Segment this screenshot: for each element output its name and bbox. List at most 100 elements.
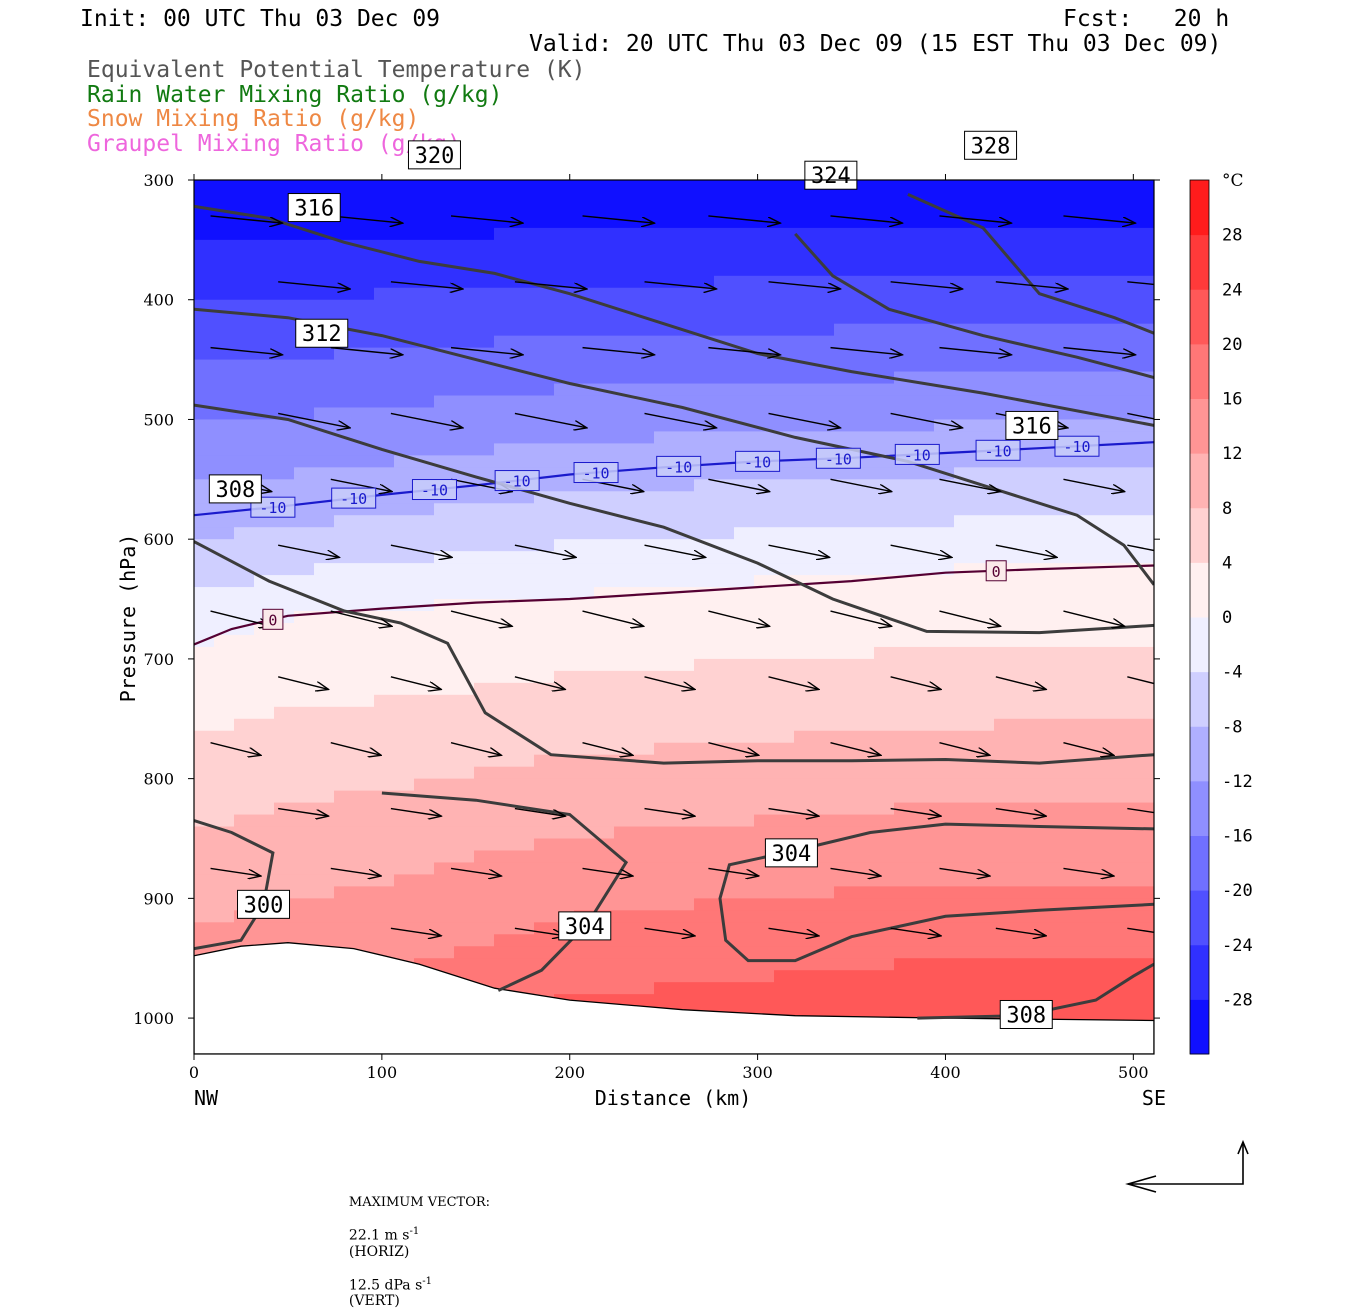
temperature-cell — [834, 670, 855, 684]
temperature-cell — [874, 766, 895, 780]
temperature-cell — [914, 850, 935, 864]
temperature-cell — [814, 383, 835, 397]
temperature-cell — [914, 479, 935, 492]
temperature-cell — [274, 287, 295, 301]
temperature-cell — [374, 587, 395, 600]
temperature-cell — [754, 922, 775, 935]
temperature-cell — [1014, 646, 1035, 660]
temperature-cell — [934, 694, 955, 708]
temperature-cell — [814, 718, 835, 732]
temperature-cell — [554, 180, 575, 193]
wind-vector — [582, 215, 655, 223]
temperature-cell — [1114, 335, 1135, 349]
temperature-cell — [634, 299, 655, 313]
temperature-cell — [914, 946, 935, 959]
temperature-cell — [934, 191, 955, 205]
temperature-cell — [274, 874, 295, 887]
temperature-cell — [394, 898, 415, 911]
wind-vector — [278, 281, 350, 289]
temperature-cell — [1034, 335, 1055, 349]
temperature-cell — [454, 587, 475, 600]
temperature-cell — [614, 455, 635, 468]
wind-vector — [514, 412, 587, 427]
temperature-cell — [634, 886, 655, 899]
temperature-cell — [774, 479, 795, 492]
temperature-cell — [254, 287, 275, 301]
temperature-cell — [1074, 203, 1095, 217]
temperature-cell — [514, 814, 535, 828]
isotherm-label: -10 — [411, 479, 457, 501]
colorbar-tick-label: -20 — [1222, 881, 1253, 901]
temperature-cell — [1014, 371, 1035, 385]
temperature-cell — [194, 670, 215, 684]
temperature-cell — [794, 826, 815, 840]
temperature-cell — [574, 587, 595, 600]
temperature-cell — [874, 443, 895, 456]
temperature-cell — [814, 323, 835, 337]
temperature-cell — [254, 455, 275, 468]
temperature-cell — [314, 371, 335, 385]
temperature-cell — [1054, 850, 1075, 864]
temperature-cell — [1114, 563, 1135, 576]
temperature-cell — [974, 587, 995, 600]
temperature-cell — [454, 910, 475, 923]
temperature-cell — [974, 407, 995, 421]
temperature-cell — [714, 455, 735, 468]
temperature-cell — [994, 874, 1015, 887]
wind-vector — [1127, 927, 1154, 933]
temperature-cell — [574, 718, 595, 732]
temperature-cell — [994, 239, 1015, 253]
temperature-cell — [854, 634, 875, 648]
temperature-cell — [494, 850, 515, 864]
temperature-cell — [954, 958, 975, 971]
temperature-cell — [854, 395, 875, 409]
temperature-cell — [974, 634, 995, 648]
temperature-cell — [814, 335, 835, 349]
temperature-cell — [194, 898, 215, 911]
temperature-cell — [334, 838, 355, 852]
temperature-cell — [614, 311, 635, 325]
temperature-cell — [214, 587, 235, 600]
temperature-cell — [554, 874, 575, 887]
temperature-cell — [474, 503, 495, 516]
temperature-cell — [1034, 670, 1055, 684]
theta-e-label-text: 300 — [244, 893, 284, 918]
temperature-cell — [1054, 766, 1075, 780]
temperature-cell — [1074, 634, 1095, 648]
temperature-cell — [494, 575, 515, 588]
temperature-cell — [334, 814, 355, 828]
temperature-cell — [454, 407, 475, 421]
temperature-cell — [214, 599, 235, 612]
temperature-cell — [554, 395, 575, 409]
temperature-cell — [614, 970, 635, 983]
theta-e-label-text: 308 — [1006, 1003, 1046, 1028]
temperature-cell — [374, 503, 395, 516]
colorbar-tick-label: -4 — [1222, 663, 1242, 683]
temperature-cell — [554, 263, 575, 277]
temperature-cell — [234, 850, 255, 864]
temperature-cell — [694, 886, 715, 899]
temperature-cell — [754, 527, 775, 540]
temperature-cell — [1134, 970, 1154, 983]
temperature-cell — [394, 180, 415, 193]
wind-vector — [1127, 544, 1154, 552]
temperature-cell — [634, 766, 655, 780]
temperature-cell — [494, 395, 515, 409]
temperature-cell — [194, 419, 215, 433]
temperature-cell — [214, 658, 235, 672]
temperature-cell — [294, 706, 315, 720]
temperature-cell — [454, 838, 475, 852]
temperature-cell — [934, 730, 955, 744]
temperature-cell — [614, 730, 635, 744]
temperature-cell — [1074, 563, 1095, 576]
temperature-cell — [894, 263, 915, 277]
temperature-cell — [874, 682, 895, 696]
temperature-cell — [454, 766, 475, 780]
temperature-cell — [734, 575, 755, 588]
temperature-cell — [934, 479, 955, 492]
temperature-cell — [894, 934, 915, 947]
temperature-cell — [894, 335, 915, 349]
temperature-cell — [934, 850, 955, 864]
temperature-cell — [534, 670, 555, 684]
temperature-cell — [494, 742, 515, 756]
